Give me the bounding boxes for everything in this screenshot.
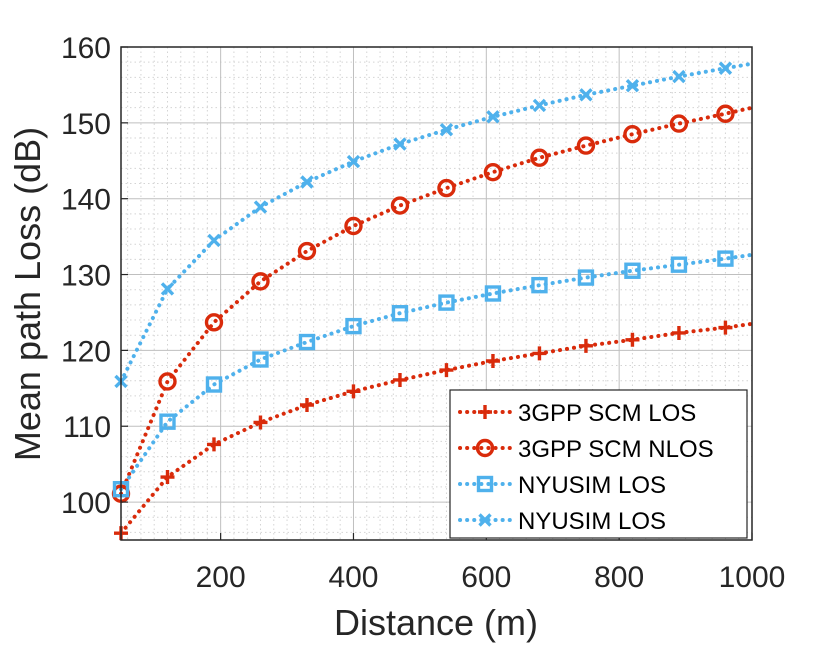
x-marker	[672, 69, 686, 84]
square-marker	[298, 333, 316, 351]
plus-marker	[478, 405, 492, 419]
legend-box	[449, 389, 748, 539]
x-marker	[253, 200, 268, 214]
y-tick-label: 100	[61, 487, 111, 520]
series-line-3	[119, 252, 754, 492]
x-tick-label: 400	[328, 561, 378, 594]
series-markers	[111, 61, 735, 541]
plus-marker	[392, 372, 407, 387]
plus-marker	[439, 363, 454, 378]
circle-marker	[344, 216, 363, 236]
square-marker	[577, 269, 595, 286]
circle-marker	[204, 313, 224, 332]
plus-marker	[532, 346, 547, 361]
circle-marker	[530, 148, 549, 167]
circle-marker	[251, 272, 270, 291]
plus-marker	[578, 338, 593, 353]
x-marker	[393, 137, 407, 151]
square-marker	[476, 475, 494, 493]
x-marker	[346, 154, 361, 169]
square-marker	[438, 294, 455, 311]
x-tick-label: 600	[461, 561, 511, 594]
x-marker	[300, 175, 314, 189]
x-marker	[160, 282, 175, 296]
plus-marker	[160, 470, 175, 485]
legend-label: 3GPP SCM NLOS	[518, 436, 714, 463]
y-tick-label: 110	[63, 411, 111, 444]
square-marker	[159, 413, 176, 430]
circle-marker	[669, 114, 689, 133]
legend: 3GPP SCM LOS 3GPP SCM NLOS NYUSIM LOS NYUSI…	[449, 389, 748, 539]
circle-marker	[483, 162, 503, 182]
plus-marker	[625, 332, 640, 347]
y-tick-label: 140	[61, 184, 111, 217]
legend-label: 3GPP SCM LOS	[518, 400, 696, 427]
circle-marker	[158, 372, 177, 391]
x-marker	[718, 61, 733, 75]
y-tick-label: 160	[61, 32, 111, 65]
plus-marker	[718, 320, 733, 335]
y-tick-label: 120	[61, 335, 111, 368]
legend-label: NYUSIM LOS	[518, 508, 666, 535]
y-axis-title: Mean path Loss (dB)	[7, 127, 48, 461]
square-marker	[624, 262, 641, 279]
square-marker	[670, 256, 688, 273]
series-line-4	[119, 61, 754, 384]
x-marker	[532, 98, 547, 113]
plus-marker	[206, 437, 221, 452]
circle-marker	[437, 178, 456, 198]
x-tick-label: 1000	[719, 561, 786, 594]
x-marker	[207, 233, 221, 248]
x-axis-ticks: 200 400 600 800 1000	[196, 533, 786, 594]
y-tick-label: 150	[61, 108, 111, 141]
y-tick-label: 130	[61, 260, 111, 293]
x-marker	[625, 78, 640, 93]
x-tick-label: 200	[196, 561, 246, 594]
plus-marker	[346, 384, 361, 399]
square-marker	[484, 285, 502, 302]
plus-marker	[671, 325, 686, 340]
square-marker	[205, 376, 223, 393]
circle-marker	[716, 104, 735, 123]
plus-marker	[253, 415, 268, 430]
plus-marker	[299, 397, 314, 412]
circle-marker	[390, 196, 410, 215]
square-marker	[391, 305, 409, 322]
circle-marker	[475, 438, 495, 458]
square-marker	[531, 276, 548, 294]
plot-frame	[120, 46, 753, 541]
square-marker	[345, 317, 362, 335]
square-marker	[252, 351, 269, 368]
circle-marker	[623, 125, 642, 144]
circle-marker	[297, 241, 317, 261]
plus-marker	[485, 354, 500, 369]
x-axis-title: Distance (m)	[334, 602, 538, 643]
circle-marker	[576, 136, 596, 155]
x-marker	[478, 513, 492, 527]
x-marker	[579, 88, 593, 102]
series-line-2	[119, 105, 754, 496]
x-marker	[486, 110, 500, 124]
square-marker	[717, 250, 734, 267]
x-marker	[439, 122, 454, 137]
x-tick-label: 800	[594, 561, 644, 594]
legend-label: NYUSIM LOS	[518, 472, 666, 499]
y-axis-ticks: 100 110 120 130 140 150 160	[61, 32, 128, 520]
